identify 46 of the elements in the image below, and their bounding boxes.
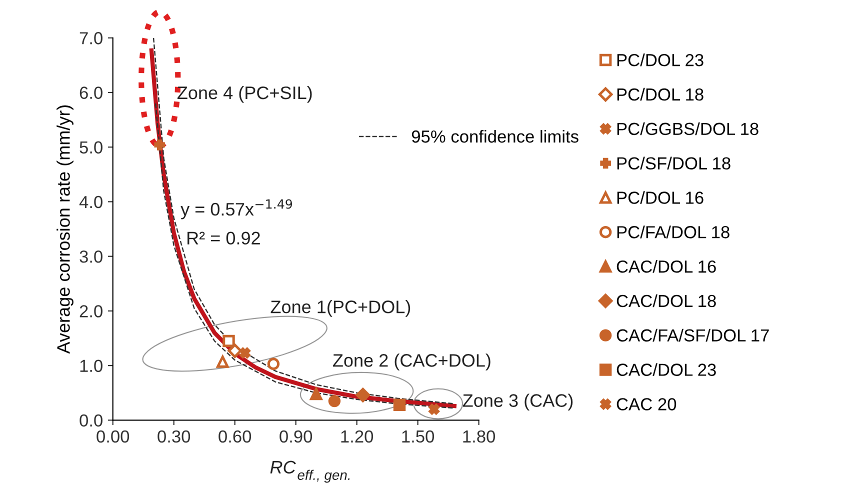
y-tick-label: 1.0 [80, 360, 102, 372]
point [216, 356, 229, 368]
y-tick-label: 4.0 [79, 196, 102, 208]
point [428, 404, 440, 415]
point [328, 394, 341, 408]
y-tick-label: 7.0 [80, 32, 102, 44]
legend-label: PC/FA/DOL 18 [617, 226, 730, 238]
annotation: Zone 1(PC+DOL) [270, 300, 410, 317]
legend-label: PC/DOL 16 [617, 191, 704, 204]
x-axis-title: RCeff., gen. [270, 460, 350, 483]
y-tick-label: 3.0 [80, 250, 102, 263]
annotation: Zone 4 (PC+SIL) [177, 86, 312, 103]
point [240, 348, 250, 358]
point [310, 388, 322, 400]
annotation: R² = 0.92 [188, 232, 260, 244]
y-tick-label: 2.0 [80, 305, 102, 318]
x-tick-label: 0.90 [280, 430, 312, 443]
x-tick-label: 0.00 [96, 430, 130, 443]
legend-label: CAC 20 [616, 398, 676, 410]
y-tick-label: 6.0 [80, 86, 102, 99]
x-tick-label: 1.20 [341, 430, 374, 443]
point [267, 358, 280, 370]
x-tick-label: 0.30 [158, 430, 190, 443]
legend-label: PC/GGBS/DOL 18 [617, 122, 758, 136]
legend-label: CAC/DOL 16 [616, 260, 716, 273]
y-tick-label: 5.0 [80, 141, 102, 154]
y-axis-title: Average corrosion rate (mm/yr) [56, 105, 74, 354]
legend-label: PC/DOL 23 [617, 54, 704, 66]
point [154, 140, 166, 150]
annotation: y = 0.57x$^{−1.49}$ [180, 199, 292, 220]
legend-label: PC/SF/DOL 18 [617, 156, 730, 170]
x-tick-label: 1.50 [402, 430, 434, 443]
point [393, 398, 406, 411]
point [228, 344, 242, 358]
legend-label: CAC/DOL 18 [616, 294, 716, 308]
legend-label: PC/DOL 18 [617, 88, 704, 101]
x-tick-label: 0.60 [218, 430, 252, 443]
legend-label: CAC/FA/SF/DOL 17 [616, 328, 769, 342]
point [222, 334, 235, 348]
legend-label: CAC/DOL 23 [616, 363, 716, 376]
x-tick-label: 1.80 [463, 430, 496, 443]
annotation: Zone 3 (CAC) [462, 394, 573, 411]
point [356, 388, 370, 402]
y-tick-label: 0.0 [80, 414, 102, 427]
annotation: Zone 2 (CAC+DOL) [332, 354, 490, 370]
legend-label: 95% confidence limits [412, 130, 578, 143]
